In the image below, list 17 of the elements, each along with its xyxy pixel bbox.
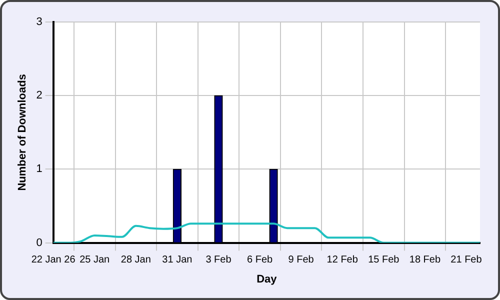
y-tick-label: 3: [36, 16, 42, 28]
x-tick-label: 28 Jan: [120, 254, 151, 266]
x-tick-label: 31 Jan: [162, 254, 192, 266]
x-tick-label: 3 Feb: [206, 254, 232, 266]
x-tick-label: 18 Feb: [409, 254, 441, 266]
y-axis-title: Number of Downloads: [16, 74, 29, 191]
x-tick-label: 6 Feb: [246, 254, 273, 266]
x-tick-label: 22 Jan 26: [31, 254, 76, 266]
y-tick-label: 0: [36, 236, 42, 249]
y-tick-label: 1: [36, 163, 42, 176]
x-tick-label: 25 Jan: [80, 254, 110, 266]
x-tick-label: 15 Feb: [368, 254, 400, 266]
x-tick-label: 12 Feb: [326, 254, 358, 266]
y-tick-label: 2: [36, 90, 42, 102]
x-tick-label: 9 Feb: [288, 254, 314, 266]
x-axis-title: Day: [256, 273, 278, 286]
x-tick-label: 21 Feb: [450, 254, 482, 266]
